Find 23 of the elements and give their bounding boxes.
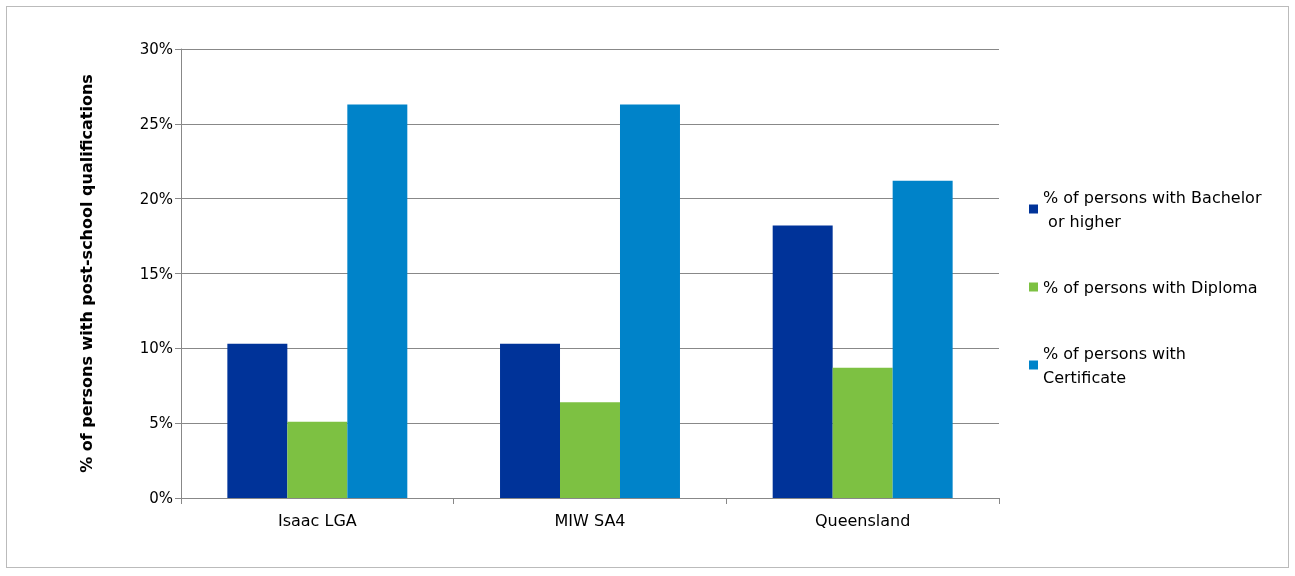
- y-tick-label: 30%: [139, 40, 173, 58]
- y-tick-label: 10%: [139, 339, 173, 358]
- legend-label: % of persons with Certificate: [1043, 343, 1192, 387]
- bar: [500, 343, 561, 498]
- bar: [287, 421, 348, 498]
- x-tick-label: Isaac LGA: [277, 510, 357, 530]
- y-tick-label: 5%: [149, 414, 173, 433]
- bar: [772, 225, 833, 498]
- bar: [619, 104, 680, 498]
- y-tick-label: 0%: [149, 489, 173, 507]
- bar: [892, 180, 953, 498]
- bar: [227, 343, 288, 498]
- y-tick-label: 15%: [139, 264, 173, 283]
- legend-label: % of persons with Diploma: [1043, 277, 1258, 297]
- y-tick-label: 25%: [139, 114, 173, 133]
- legend-label: % of persons with Bachelor or higher: [1043, 187, 1262, 231]
- x-tick-label: MIW SA4: [554, 510, 626, 530]
- y-axis-title: % of persons with post-school qualifications: [76, 74, 96, 473]
- bar: [560, 402, 620, 498]
- y-tick-label: 20%: [139, 189, 173, 208]
- bar: [347, 104, 408, 498]
- bar: [832, 367, 893, 498]
- x-tick-label: Queensland: [814, 510, 911, 530]
